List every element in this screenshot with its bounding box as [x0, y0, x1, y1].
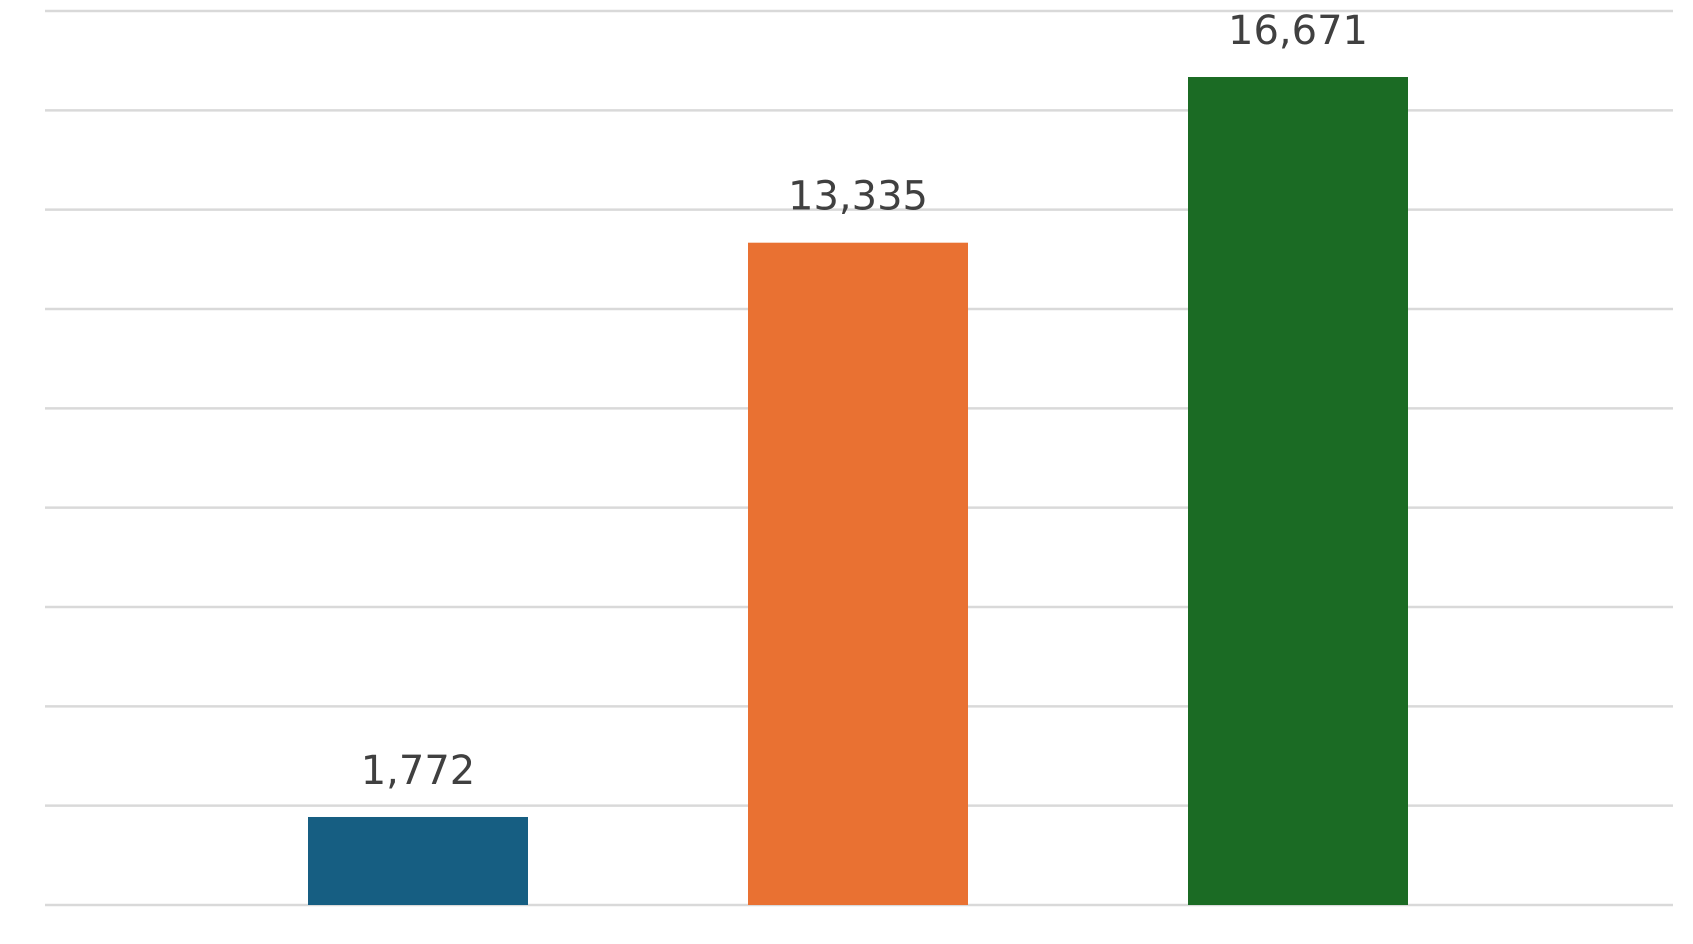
bars — [308, 77, 1408, 905]
data-label-2: 13,335 — [788, 174, 928, 220]
bar-3 — [1188, 77, 1408, 905]
bar-1 — [308, 816, 528, 905]
data-label-1: 1,772 — [361, 748, 476, 794]
data-label-3: 16,671 — [1228, 8, 1368, 54]
bar-2 — [748, 242, 968, 905]
data-labels: 1,772 13,335 16,671 — [361, 8, 1368, 794]
